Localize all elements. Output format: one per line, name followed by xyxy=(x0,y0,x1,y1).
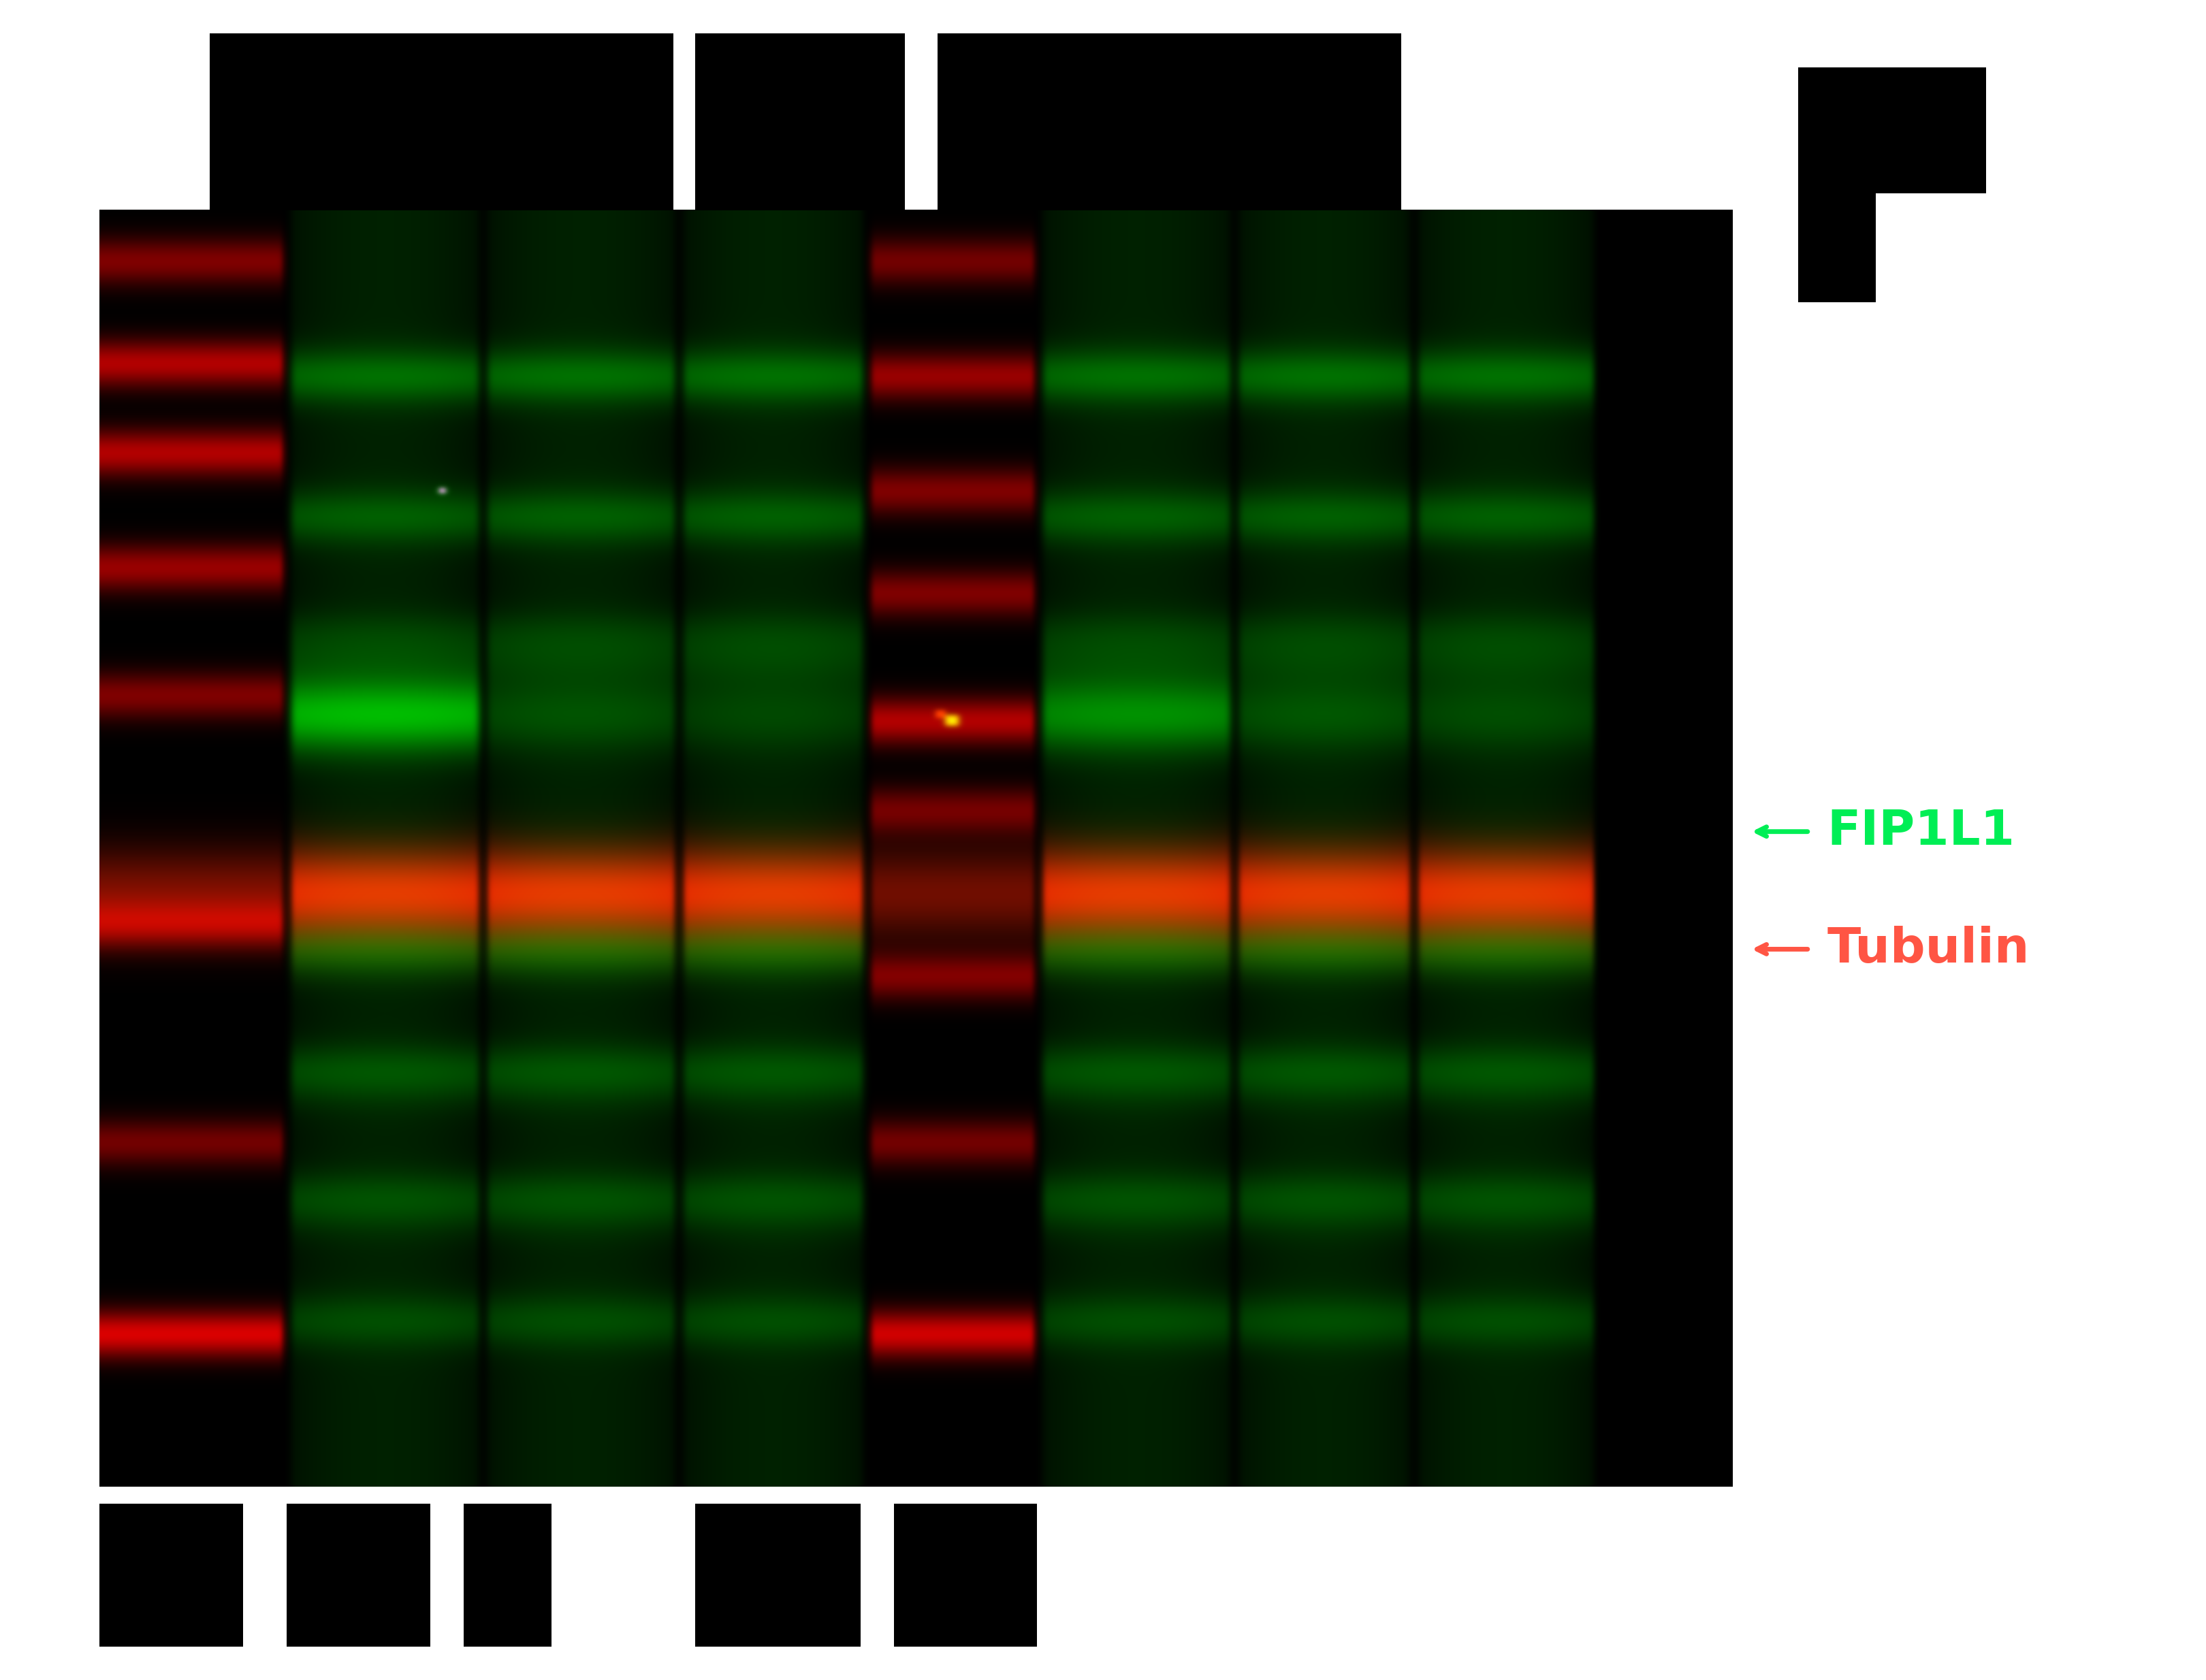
Bar xyxy=(99,210,1732,1487)
Bar xyxy=(938,34,1401,210)
Bar xyxy=(287,1504,430,1646)
Bar xyxy=(695,1504,860,1646)
Text: Tubulin: Tubulin xyxy=(1827,926,2030,973)
Bar xyxy=(210,34,673,210)
Bar xyxy=(1798,193,1875,302)
Bar xyxy=(463,1504,552,1646)
Bar xyxy=(695,34,904,210)
Bar xyxy=(1798,67,1985,193)
Text: FIP1L1: FIP1L1 xyxy=(1827,808,2014,855)
Bar xyxy=(893,1504,1037,1646)
Bar xyxy=(99,1504,243,1646)
